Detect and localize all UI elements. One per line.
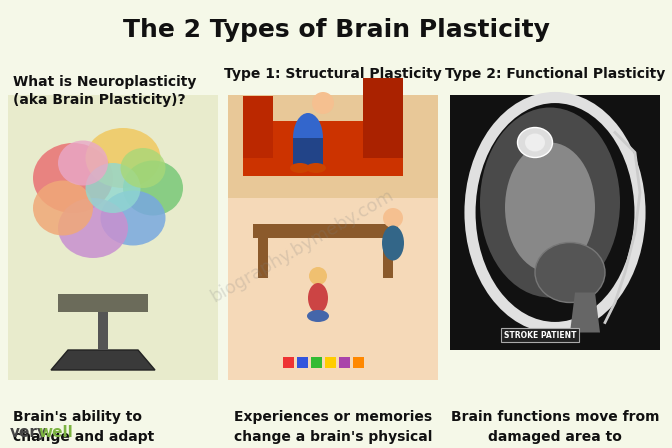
Polygon shape <box>51 350 155 370</box>
Ellipse shape <box>293 113 323 163</box>
Ellipse shape <box>517 128 552 158</box>
Ellipse shape <box>120 148 165 188</box>
Bar <box>98 310 108 350</box>
Text: STROKE PATIENT: STROKE PATIENT <box>504 331 577 340</box>
Bar <box>353 357 364 368</box>
Bar <box>363 78 403 158</box>
Ellipse shape <box>123 160 183 215</box>
Ellipse shape <box>505 142 595 272</box>
Ellipse shape <box>85 163 140 213</box>
Text: Type 1: Structural Plasticity: Type 1: Structural Plasticity <box>224 67 442 81</box>
Ellipse shape <box>33 143 113 213</box>
Text: very: very <box>10 425 48 440</box>
Bar <box>253 224 398 238</box>
Bar <box>58 294 148 312</box>
Ellipse shape <box>382 225 404 260</box>
Bar <box>258 238 268 278</box>
Ellipse shape <box>308 283 328 313</box>
Ellipse shape <box>290 163 310 173</box>
Bar <box>339 357 350 368</box>
Bar <box>297 357 308 368</box>
Ellipse shape <box>312 92 334 114</box>
Bar <box>228 95 438 198</box>
Ellipse shape <box>383 208 403 228</box>
Text: Brain's ability to
change and adapt: Brain's ability to change and adapt <box>13 410 155 444</box>
Ellipse shape <box>307 310 329 322</box>
Text: well: well <box>38 425 73 440</box>
Bar <box>283 357 294 368</box>
Ellipse shape <box>33 181 93 236</box>
Bar <box>308 138 323 168</box>
Bar <box>243 121 403 176</box>
Ellipse shape <box>58 141 108 185</box>
Bar <box>293 138 308 168</box>
Text: biography.bymeby.com: biography.bymeby.com <box>208 186 397 306</box>
Text: What is Neuroplasticity
(aka Brain Plasticity)?: What is Neuroplasticity (aka Brain Plast… <box>13 75 196 108</box>
Ellipse shape <box>480 108 620 297</box>
Ellipse shape <box>58 198 128 258</box>
Bar <box>325 357 336 368</box>
Bar <box>228 225 438 380</box>
Bar <box>311 357 322 368</box>
Text: The 2 Types of Brain Plasticity: The 2 Types of Brain Plasticity <box>122 18 550 42</box>
Ellipse shape <box>306 163 326 173</box>
Text: Brain functions move from
damaged area to
undamaged area: Brain functions move from damaged area t… <box>451 410 659 448</box>
Bar <box>383 238 393 278</box>
Bar <box>450 95 660 350</box>
Ellipse shape <box>309 267 327 285</box>
Ellipse shape <box>85 128 161 188</box>
Bar <box>8 95 218 380</box>
Ellipse shape <box>101 190 165 246</box>
Bar <box>243 96 273 158</box>
Ellipse shape <box>525 134 545 151</box>
Bar <box>228 95 438 380</box>
Text: Type 2: Functional Plasticity: Type 2: Functional Plasticity <box>445 67 665 81</box>
Polygon shape <box>570 293 600 332</box>
Text: Experiences or memories
change a brain's physical
structure: Experiences or memories change a brain's… <box>234 410 432 448</box>
Ellipse shape <box>535 242 605 302</box>
